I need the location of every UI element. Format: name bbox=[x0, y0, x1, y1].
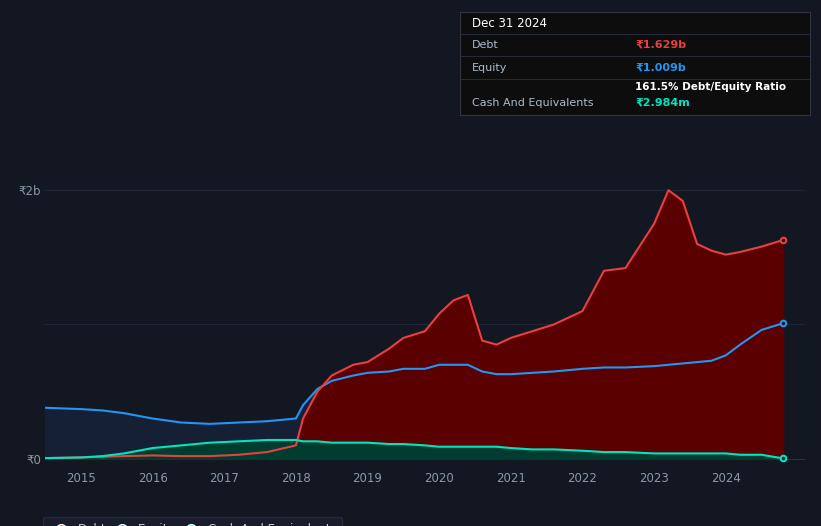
Text: Dec 31 2024: Dec 31 2024 bbox=[472, 17, 548, 30]
Text: Debt: Debt bbox=[472, 40, 499, 50]
Legend: Debt, Equity, Cash And Equivalents: Debt, Equity, Cash And Equivalents bbox=[44, 517, 342, 526]
Text: Cash And Equivalents: Cash And Equivalents bbox=[472, 98, 594, 108]
Text: 161.5% Debt/Equity Ratio: 161.5% Debt/Equity Ratio bbox=[635, 82, 787, 92]
Text: ₹2.984m: ₹2.984m bbox=[635, 98, 690, 108]
Text: ₹1.629b: ₹1.629b bbox=[635, 40, 686, 50]
Text: Equity: Equity bbox=[472, 63, 507, 73]
Text: ₹1.009b: ₹1.009b bbox=[635, 63, 686, 73]
